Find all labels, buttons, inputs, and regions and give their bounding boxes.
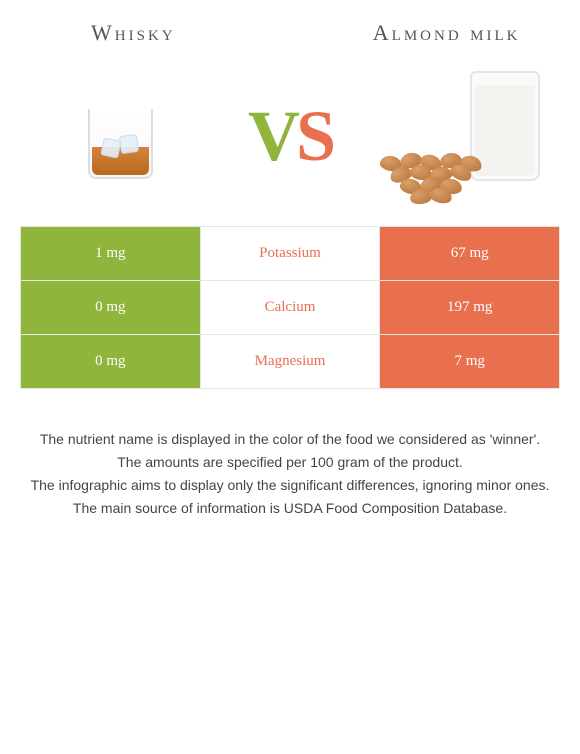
table-row: 1 mgPotassium67 mg: [20, 227, 560, 281]
right-food-title: Almond milk: [347, 20, 547, 46]
right-value: 197 mg: [379, 281, 559, 334]
almonds-pile: [375, 151, 495, 206]
left-value: 0 mg: [21, 335, 201, 388]
footnote-line: The amounts are specified per 100 gram o…: [30, 452, 550, 473]
left-value: 1 mg: [21, 227, 201, 280]
nutrient-table: 1 mgPotassium67 mg0 mgCalcium197 mg0 mgM…: [20, 226, 560, 389]
images-row: VS: [0, 56, 580, 226]
footnote-line: The infographic aims to display only the…: [30, 475, 550, 496]
almond-milk-image: [370, 66, 550, 206]
nutrient-name: Magnesium: [201, 335, 380, 388]
vs-label: VS: [248, 95, 332, 178]
header: Whisky Almond milk: [0, 0, 580, 56]
whisky-image: [30, 66, 210, 206]
right-value: 67 mg: [379, 227, 559, 280]
vs-s: S: [296, 95, 332, 178]
nutrient-name: Potassium: [201, 227, 380, 280]
left-value: 0 mg: [21, 281, 201, 334]
footnote-line: The main source of information is USDA F…: [30, 498, 550, 519]
table-row: 0 mgCalcium197 mg: [20, 281, 560, 335]
right-value: 7 mg: [379, 335, 559, 388]
table-row: 0 mgMagnesium7 mg: [20, 335, 560, 389]
footnote-line: The nutrient name is displayed in the co…: [30, 429, 550, 450]
left-food-title: Whisky: [33, 20, 233, 46]
vs-v: V: [248, 95, 296, 178]
nutrient-name: Calcium: [201, 281, 380, 334]
footnotes: The nutrient name is displayed in the co…: [0, 389, 580, 541]
